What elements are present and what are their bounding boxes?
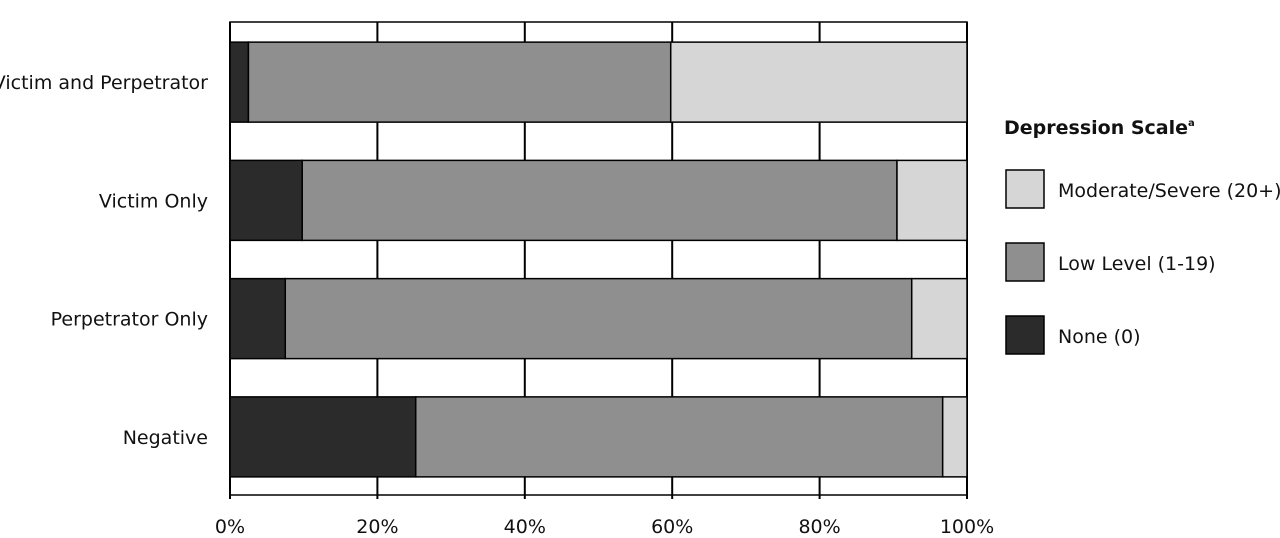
x-tick-label: 100% xyxy=(940,516,994,538)
bar-segment xyxy=(284,277,913,360)
bar-segment xyxy=(910,277,968,360)
bar-segment xyxy=(229,159,303,242)
bar-segment xyxy=(229,277,287,360)
legend-title: Depression Scalea xyxy=(1004,117,1195,139)
legend-label: None (0) xyxy=(1058,326,1141,348)
x-tick-label: 40% xyxy=(504,516,546,538)
bar-segment xyxy=(247,41,672,123)
legend: Depression Scalea Moderate/Severe (20+) L… xyxy=(1004,117,1280,355)
bar-segment xyxy=(896,159,968,242)
legend-label: Low Level (1-19) xyxy=(1058,253,1216,275)
bars xyxy=(229,41,968,478)
x-tick-label: 20% xyxy=(356,516,398,538)
legend-swatch xyxy=(1005,169,1045,209)
bar-segment xyxy=(414,396,944,478)
bar-segment xyxy=(669,41,968,123)
x-tick-label: 80% xyxy=(798,516,840,538)
category-label: Victim and Perpetrator xyxy=(0,72,208,94)
bar-segment xyxy=(301,159,898,242)
category-label: Negative xyxy=(123,427,208,449)
bar-segment xyxy=(229,396,417,478)
category-label: Perpetrator Only xyxy=(51,309,208,331)
x-tick-label: 0% xyxy=(215,516,245,538)
category-label: Victim Only xyxy=(99,190,208,212)
x-axis-ticks: 0% 20% 40% 60% 80% 100% xyxy=(215,495,994,538)
bar-segment xyxy=(941,396,968,478)
legend-label: Moderate/Severe (20+) xyxy=(1058,180,1280,202)
legend-swatch xyxy=(1005,242,1045,282)
legend-swatch xyxy=(1005,315,1045,355)
category-labels: Victim and Perpetrator Victim Only Perpetr… xyxy=(0,72,208,449)
x-tick-label: 60% xyxy=(651,516,693,538)
bar-segment xyxy=(229,41,250,123)
